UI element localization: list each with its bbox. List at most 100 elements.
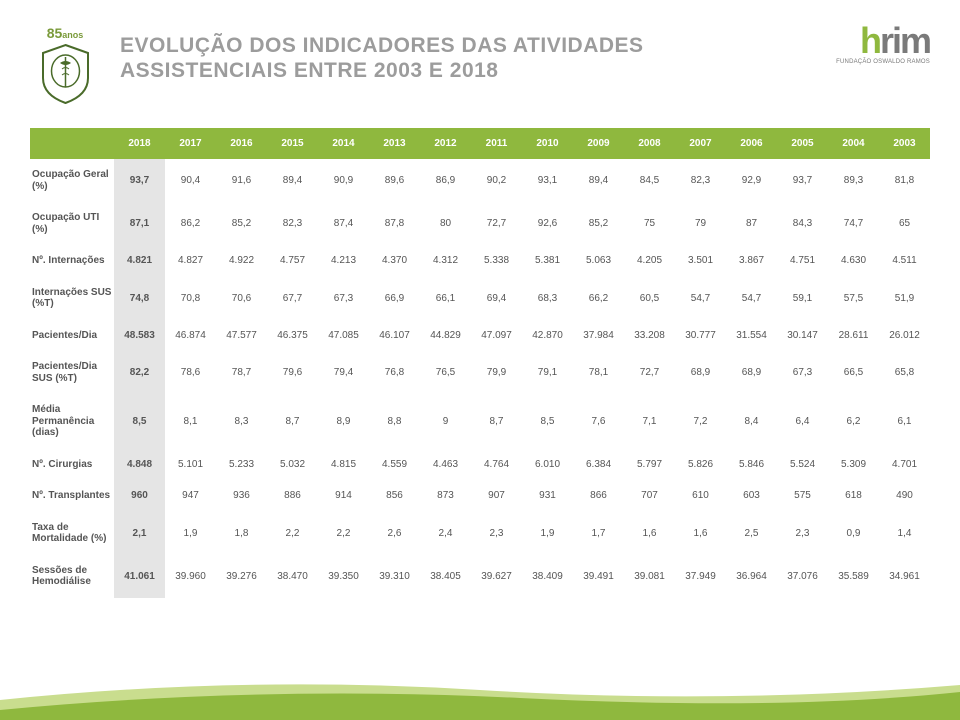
table-cell: 2,3: [777, 512, 828, 555]
table-cell: 82,3: [267, 202, 318, 245]
table-cell: 38.470: [267, 555, 318, 598]
table-cell: 5.338: [471, 245, 522, 277]
table-cell: 39.081: [624, 555, 675, 598]
table-header-year: 2014: [318, 128, 369, 159]
page-title: EVOLUÇÃO DOS INDICADORES DAS ATIVIDADES …: [100, 25, 835, 83]
table-cell: 936: [216, 480, 267, 512]
table-cell: 1,6: [675, 512, 726, 555]
table-cell: 5.309: [828, 449, 879, 481]
table-cell: 5.032: [267, 449, 318, 481]
table-cell: 8,9: [318, 394, 369, 449]
table-row-label: Sessões de Hemodiálise: [30, 555, 114, 598]
table-cell: 93,7: [114, 159, 165, 202]
table-cell: 4.630: [828, 245, 879, 277]
table-header-year: 2016: [216, 128, 267, 159]
table-cell: 37.076: [777, 555, 828, 598]
table-header-year: 2011: [471, 128, 522, 159]
table-cell: 79,9: [471, 351, 522, 394]
table-cell: 39.491: [573, 555, 624, 598]
table-cell: 931: [522, 480, 573, 512]
table-cell: 6,2: [828, 394, 879, 449]
table-cell: 66,9: [369, 277, 420, 320]
table-cell: 2,3: [471, 512, 522, 555]
table-cell: 947: [165, 480, 216, 512]
table-cell: 92,9: [726, 159, 777, 202]
table-cell: 7,1: [624, 394, 675, 449]
table-cell: 66,1: [420, 277, 471, 320]
table-cell: 93,1: [522, 159, 573, 202]
logo-left: 85anos: [30, 25, 100, 110]
table-cell: 3.867: [726, 245, 777, 277]
table-cell: 3.501: [675, 245, 726, 277]
table-header-year: 2006: [726, 128, 777, 159]
table-cell: 39.960: [165, 555, 216, 598]
table-cell: 4.757: [267, 245, 318, 277]
table-cell: 8,8: [369, 394, 420, 449]
table-row: Taxa de Mortalidade (%)2,11,91,82,22,22,…: [30, 512, 930, 555]
table-header-year: 2015: [267, 128, 318, 159]
table-cell: 89,4: [267, 159, 318, 202]
table-row: Pacientes/Dia SUS (%T)82,278,678,779,679…: [30, 351, 930, 394]
table-cell: 89,4: [573, 159, 624, 202]
table-cell: 960: [114, 480, 165, 512]
table-cell: 42.870: [522, 320, 573, 352]
table-cell: 6.384: [573, 449, 624, 481]
table-cell: 68,9: [726, 351, 777, 394]
table-header-year: 2005: [777, 128, 828, 159]
table-cell: 82,2: [114, 351, 165, 394]
table-cell: 38.409: [522, 555, 573, 598]
table-cell: 41.061: [114, 555, 165, 598]
table-cell: 1,9: [522, 512, 573, 555]
table-cell: 78,1: [573, 351, 624, 394]
table-row: Sessões de Hemodiálise41.06139.96039.276…: [30, 555, 930, 598]
table-cell: 31.554: [726, 320, 777, 352]
table-header-row: 2018201720162015201420132012201120102009…: [30, 128, 930, 159]
logo-right: hrim FUNDAÇÃO OSWALDO RAMOS: [835, 25, 930, 65]
table-row-label: Ocupação UTI (%): [30, 202, 114, 245]
table-cell: 87,1: [114, 202, 165, 245]
table-cell: 72,7: [624, 351, 675, 394]
table-cell: 4.213: [318, 245, 369, 277]
table-row: Ocupação Geral (%)93,790,491,689,490,989…: [30, 159, 930, 202]
table-header-year: 2010: [522, 128, 573, 159]
table-cell: 4.511: [879, 245, 930, 277]
table-cell: 2,4: [420, 512, 471, 555]
table-row: Nº. Internações4.8214.8274.9224.7574.213…: [30, 245, 930, 277]
table-cell: 4.815: [318, 449, 369, 481]
table-cell: 6,4: [777, 394, 828, 449]
table-cell: 67,3: [318, 277, 369, 320]
table-cell: 4.751: [777, 245, 828, 277]
table-cell: 8,1: [165, 394, 216, 449]
table-cell: 35.589: [828, 555, 879, 598]
table-cell: 7,6: [573, 394, 624, 449]
shield-icon: [38, 43, 93, 105]
table-cell: 82,3: [675, 159, 726, 202]
table-cell: 4.922: [216, 245, 267, 277]
table-cell: 5.826: [675, 449, 726, 481]
table-cell: 84,3: [777, 202, 828, 245]
table-cell: 46.375: [267, 320, 318, 352]
logo-left-text: 85anos: [47, 25, 84, 41]
logo-right-main: hrim: [835, 25, 930, 57]
table-row-label: Média Permanência (dias): [30, 394, 114, 449]
table-cell: 68,9: [675, 351, 726, 394]
table-cell: 75: [624, 202, 675, 245]
table-header-year: 2013: [369, 128, 420, 159]
table-cell: 65: [879, 202, 930, 245]
table-cell: 68,3: [522, 277, 573, 320]
table-cell: 8,7: [471, 394, 522, 449]
table-cell: 30.147: [777, 320, 828, 352]
table-cell: 90,9: [318, 159, 369, 202]
table-cell: 5.846: [726, 449, 777, 481]
table-cell: 4.848: [114, 449, 165, 481]
table-cell: 69,4: [471, 277, 522, 320]
table-cell: 2,2: [267, 512, 318, 555]
table-cell: 39.627: [471, 555, 522, 598]
table-row-label: Taxa de Mortalidade (%): [30, 512, 114, 555]
table-header-year: 2007: [675, 128, 726, 159]
table-cell: 51,9: [879, 277, 930, 320]
title-line1: EVOLUÇÃO DOS INDICADORES DAS ATIVIDADES: [120, 33, 835, 58]
table-cell: 47.085: [318, 320, 369, 352]
table-cell: 2,2: [318, 512, 369, 555]
table-header-year: 2012: [420, 128, 471, 159]
